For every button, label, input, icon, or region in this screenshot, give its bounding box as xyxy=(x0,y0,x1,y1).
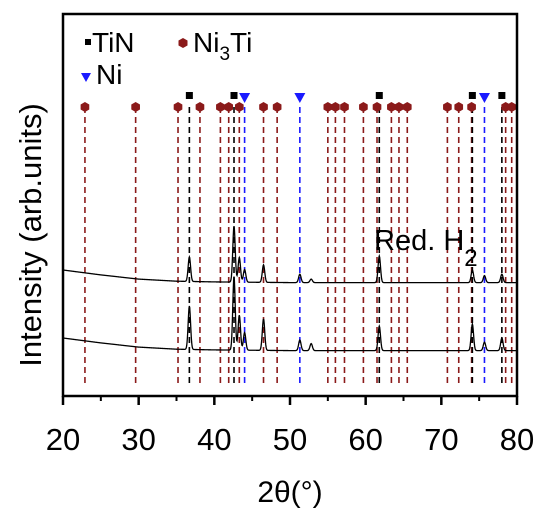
ni3ti-marker xyxy=(359,102,368,112)
ni3ti-marker xyxy=(340,102,349,112)
reference-markers xyxy=(80,92,517,112)
ni3ti-marker xyxy=(173,102,183,112)
ni3ti-marker xyxy=(234,102,244,112)
plot-frame xyxy=(61,12,519,398)
annotation-main: Red. H xyxy=(374,225,464,257)
legend-ni-marker xyxy=(81,73,91,82)
tin-marker xyxy=(185,92,193,99)
ni3ti-marker xyxy=(387,102,396,112)
ni3ti-marker xyxy=(224,102,234,112)
pattern-curves xyxy=(62,225,517,352)
legend-ni3ti-marker xyxy=(178,38,188,48)
x-tick-label: 50 xyxy=(273,422,307,457)
ni3ti-marker xyxy=(443,102,452,112)
xrd-curve-1 xyxy=(62,225,517,284)
legend-ni3ti-sub: 3 xyxy=(219,44,230,65)
ni3ti-marker xyxy=(331,102,340,112)
y-axis-label: Intensity (arb.units) xyxy=(13,103,48,367)
ni3ti-marker xyxy=(131,102,140,112)
xrd-curve-2 xyxy=(62,276,517,352)
x-axis-label: 2θ(°) xyxy=(257,476,322,509)
legend-ni3ti-main: Ni xyxy=(193,27,219,58)
legend-ni3ti-label: Ni3Ti xyxy=(193,27,252,65)
legend-ni3ti-tail: Ti xyxy=(230,27,252,58)
ni3ti-marker xyxy=(372,102,382,112)
legend-tin-label: TiN xyxy=(92,27,135,58)
ni3ti-marker xyxy=(507,102,517,112)
tin-marker xyxy=(498,92,506,99)
ni3ti-marker xyxy=(80,102,90,112)
ni3ti-marker xyxy=(402,102,412,112)
ni-marker xyxy=(239,93,251,103)
ni3ti-marker xyxy=(272,102,282,112)
ni3ti-marker xyxy=(259,102,268,112)
legend-ni-label: Ni xyxy=(96,59,122,90)
annotation-sub: 2 xyxy=(464,245,477,272)
x-tick-label: 70 xyxy=(424,422,458,457)
x-tick-label: 80 xyxy=(500,422,534,457)
reference-lines xyxy=(84,107,513,383)
x-tick-label: 30 xyxy=(121,422,155,457)
ni3ti-marker xyxy=(467,102,476,112)
x-tick-label: 20 xyxy=(46,422,80,457)
x-tick-label: 40 xyxy=(197,422,231,457)
ni3ti-marker xyxy=(195,102,205,112)
tin-marker xyxy=(230,92,238,99)
ni3ti-marker xyxy=(216,102,225,112)
ni3ti-marker xyxy=(323,102,333,112)
ni3ti-marker xyxy=(394,102,404,112)
x-tick-label: 60 xyxy=(348,422,382,457)
ni3ti-marker xyxy=(454,102,464,112)
legend-tin-marker xyxy=(85,39,91,45)
ni-marker xyxy=(478,93,490,103)
ni-marker xyxy=(294,93,306,103)
annotation-red-h2: Red. H2 xyxy=(374,225,478,272)
legend: TiN Ni3Ti Ni xyxy=(81,27,252,90)
tin-marker xyxy=(468,92,476,99)
tin-marker xyxy=(375,92,383,99)
x-axis-ticks: 20 30 40 50 60 70 80 xyxy=(46,396,534,457)
